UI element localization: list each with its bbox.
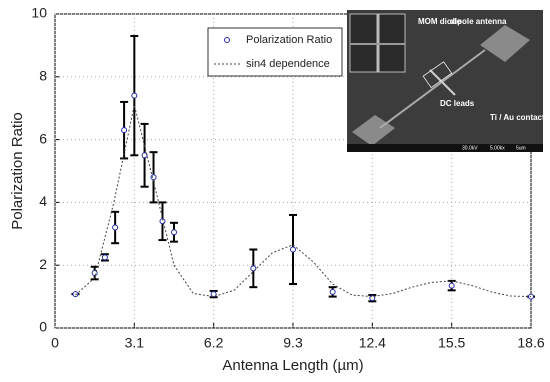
inset-footer-text: 30.0kV <box>462 145 478 151</box>
legend: Polarization Ratio sin4 dependence <box>207 27 343 77</box>
y-tick-label: 10 <box>31 5 47 21</box>
x-tick-label: 9.3 <box>283 335 303 351</box>
inset-label: MOM diode <box>418 17 462 26</box>
inset-pad <box>352 115 395 146</box>
legend-label: Polarization Ratio <box>246 34 332 46</box>
x-tick-label: 3.1 <box>125 335 145 351</box>
data-point <box>329 288 336 295</box>
y-tick-label: 2 <box>39 256 47 272</box>
data-point <box>171 229 177 236</box>
legend-swatch <box>224 37 230 43</box>
y-tick-label: 0 <box>39 319 47 335</box>
inset-box <box>422 61 453 89</box>
data-point <box>72 291 79 298</box>
y-tick-label: 8 <box>39 68 47 84</box>
inset-pad <box>480 25 530 62</box>
data-point <box>101 254 108 261</box>
data-point <box>448 282 455 289</box>
inset-label: dipole antenna <box>450 17 507 26</box>
inset-footer-text: 5.00kx <box>490 145 505 151</box>
fit-curve <box>75 104 532 298</box>
legend-label: sin4 dependence <box>246 58 330 70</box>
inset-footer-text: 5um <box>516 145 526 151</box>
y-axis-title: Polarization Ratio <box>9 112 26 230</box>
y-tick-label: 4 <box>39 193 47 209</box>
x-tick-label: 6.2 <box>204 335 224 351</box>
data-point <box>112 224 119 231</box>
data-point <box>290 246 296 253</box>
x-tick-label: 18.6 <box>517 335 544 351</box>
data-point <box>141 152 148 159</box>
inset-label: Ti / Au contact <box>490 113 545 122</box>
x-axis-title: Antenna Length (µm) <box>222 357 363 374</box>
data-point <box>150 174 157 181</box>
inset-image: MOM diode dipole antenna DC leads Ti / A… <box>347 10 545 152</box>
inset-antenna <box>429 69 456 96</box>
inset-lead <box>379 49 486 129</box>
data-point <box>121 127 128 134</box>
data-point <box>131 92 138 99</box>
inset-footer <box>347 144 543 152</box>
y-tick-label: 6 <box>39 130 47 146</box>
x-tick-label: 0 <box>51 335 59 351</box>
data-point <box>210 291 217 298</box>
x-tick-label: 12.4 <box>359 335 386 351</box>
legend-box <box>207 27 343 77</box>
inset-label: DC leads <box>440 99 475 108</box>
x-tick-label: 15.5 <box>438 335 465 351</box>
